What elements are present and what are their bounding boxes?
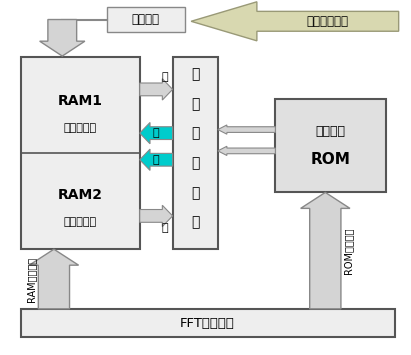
Text: ROM地址产生: ROM地址产生	[343, 228, 353, 274]
Bar	[173, 57, 218, 248]
Text: RAM2: RAM2	[58, 188, 103, 202]
Polygon shape	[218, 146, 275, 155]
Text: 蝶: 蝶	[191, 67, 199, 81]
Polygon shape	[140, 122, 173, 144]
Text: 运: 运	[191, 126, 199, 141]
Text: 兵: 兵	[161, 72, 168, 82]
Bar	[107, 7, 185, 32]
Bar	[275, 99, 386, 192]
Text: 旋转因子: 旋转因子	[316, 125, 346, 138]
Text: 作: 作	[161, 223, 168, 233]
Text: 反: 反	[153, 128, 159, 138]
Text: 元: 元	[191, 215, 199, 230]
Text: 形: 形	[191, 97, 199, 111]
Polygon shape	[218, 125, 275, 134]
Text: 单: 单	[191, 186, 199, 200]
Text: 数据存储区: 数据存储区	[64, 123, 97, 133]
Polygon shape	[29, 249, 79, 309]
Polygon shape	[140, 205, 173, 226]
Text: RAM1: RAM1	[58, 94, 103, 108]
Text: 地址倒序: 地址倒序	[132, 13, 160, 26]
Polygon shape	[301, 192, 350, 309]
Text: 数据存储区: 数据存储区	[64, 217, 97, 226]
Bar	[21, 309, 395, 337]
Polygon shape	[140, 149, 173, 170]
Text: ROM: ROM	[311, 152, 351, 167]
Bar	[21, 57, 140, 248]
Text: 输入的数据流: 输入的数据流	[307, 15, 349, 28]
Text: 算: 算	[191, 156, 199, 170]
Text: RAM地址产生: RAM地址产生	[26, 256, 36, 302]
Polygon shape	[191, 2, 399, 41]
Text: FFT控制逻辑: FFT控制逻辑	[180, 317, 235, 329]
Text: 操: 操	[153, 155, 159, 165]
Polygon shape	[140, 79, 173, 100]
Polygon shape	[39, 20, 85, 56]
